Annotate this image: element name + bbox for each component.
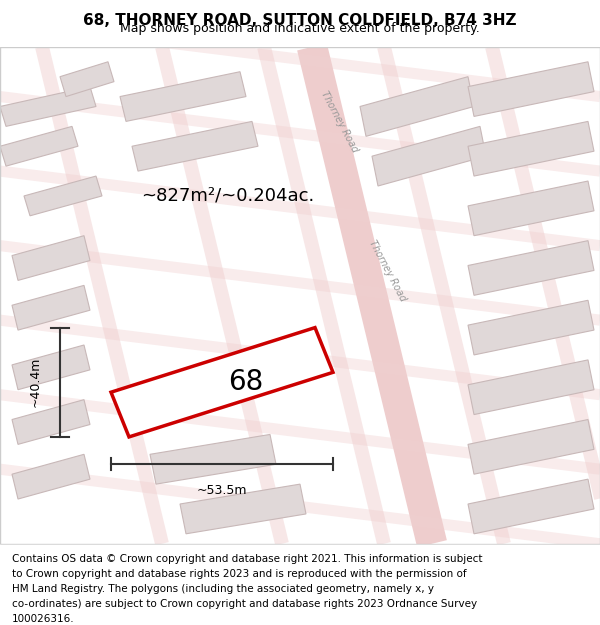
Polygon shape	[468, 121, 594, 176]
Text: 68: 68	[229, 368, 263, 396]
Text: ~53.5m: ~53.5m	[197, 484, 247, 497]
Polygon shape	[180, 484, 306, 534]
Polygon shape	[60, 62, 114, 96]
Polygon shape	[150, 434, 276, 484]
Polygon shape	[468, 300, 594, 355]
Text: 68, THORNEY ROAD, SUTTON COLDFIELD, B74 3HZ: 68, THORNEY ROAD, SUTTON COLDFIELD, B74 …	[83, 13, 517, 28]
Polygon shape	[468, 479, 594, 534]
Text: Thorney Road: Thorney Road	[367, 238, 407, 303]
Text: ~827m²/~0.204ac.: ~827m²/~0.204ac.	[142, 187, 314, 205]
Polygon shape	[12, 399, 90, 444]
Text: co-ordinates) are subject to Crown copyright and database rights 2023 Ordnance S: co-ordinates) are subject to Crown copyr…	[12, 599, 477, 609]
Polygon shape	[468, 181, 594, 236]
Polygon shape	[132, 121, 258, 171]
Polygon shape	[468, 62, 594, 116]
Polygon shape	[120, 72, 246, 121]
Text: 100026316.: 100026316.	[12, 614, 74, 624]
Polygon shape	[12, 454, 90, 499]
Polygon shape	[12, 286, 90, 330]
Polygon shape	[111, 328, 333, 437]
Polygon shape	[0, 87, 96, 126]
Polygon shape	[360, 77, 474, 136]
Text: Contains OS data © Crown copyright and database right 2021. This information is : Contains OS data © Crown copyright and d…	[12, 554, 482, 564]
Polygon shape	[468, 241, 594, 295]
Text: ~40.4m: ~40.4m	[29, 357, 42, 408]
Text: to Crown copyright and database rights 2023 and is reproduced with the permissio: to Crown copyright and database rights 2…	[12, 569, 467, 579]
Text: Thorney Road: Thorney Road	[319, 89, 359, 154]
Text: HM Land Registry. The polygons (including the associated geometry, namely x, y: HM Land Registry. The polygons (includin…	[12, 584, 434, 594]
Polygon shape	[0, 126, 78, 166]
Polygon shape	[12, 236, 90, 281]
Polygon shape	[24, 176, 102, 216]
Polygon shape	[468, 419, 594, 474]
Polygon shape	[12, 345, 90, 390]
Text: Map shows position and indicative extent of the property.: Map shows position and indicative extent…	[120, 22, 480, 35]
Polygon shape	[372, 126, 486, 186]
Polygon shape	[468, 360, 594, 414]
